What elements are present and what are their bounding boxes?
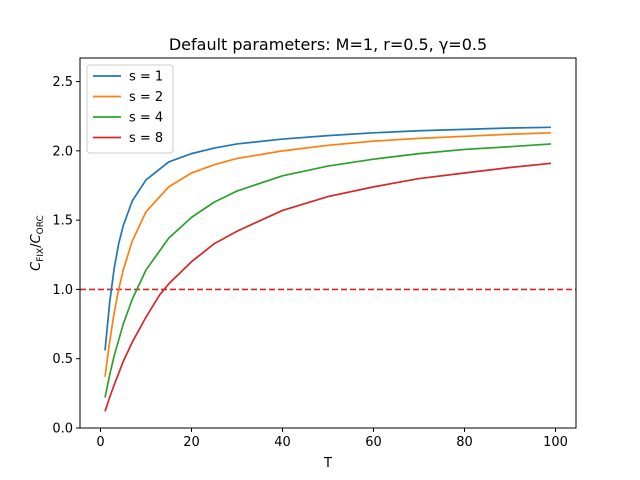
x-tick-label: 100 (543, 435, 568, 450)
series-line-2 (104, 131, 551, 377)
y-tick-label: 0.5 (52, 352, 73, 367)
x-tick-label: 40 (274, 435, 291, 450)
legend-label: s = 1 (129, 70, 163, 85)
y-label-c1: C (29, 261, 44, 271)
series-line-3 (104, 143, 552, 398)
x-tick-label: 20 (183, 435, 200, 450)
y-label-c2: C (29, 233, 44, 243)
x-tick-label: 0 (96, 435, 104, 450)
y-label-sub2: ORC (36, 215, 46, 234)
y-label-sub1: FIX (36, 248, 46, 262)
x-tick-label: 60 (365, 435, 382, 450)
y-tick-label: 2.0 (52, 144, 73, 159)
legend-label: s = 2 (129, 90, 163, 105)
y-tick-label: 1.5 (52, 214, 73, 229)
legend-label: s = 4 (129, 111, 163, 126)
x-tick-label: 80 (456, 435, 473, 450)
y-axis: 0.0 0.5 1.0 1.5 2.0 2.5 (52, 75, 80, 437)
y-tick-label: 1.0 (52, 283, 73, 298)
legend-label: s = 8 (129, 131, 163, 146)
legend-box (86, 64, 174, 154)
y-label-slash: / (29, 243, 44, 248)
y-axis-label: CFIX/CORC (29, 215, 46, 271)
x-axis-label: T (323, 456, 332, 471)
plot-area (80, 126, 576, 412)
series-line-1 (104, 126, 551, 351)
y-tick-label: 0.0 (52, 422, 73, 437)
series-line-4 (104, 162, 552, 412)
legend: s = 1 s = 2 s = 4 s = 8 (86, 64, 174, 154)
x-axis: 0 20 40 60 80 100 (96, 428, 568, 450)
chart-title: Default parameters: M=1, r=0.5, γ=0.5 (169, 35, 487, 54)
axes-frame (79, 57, 577, 429)
y-tick-label: 2.5 (52, 75, 73, 90)
